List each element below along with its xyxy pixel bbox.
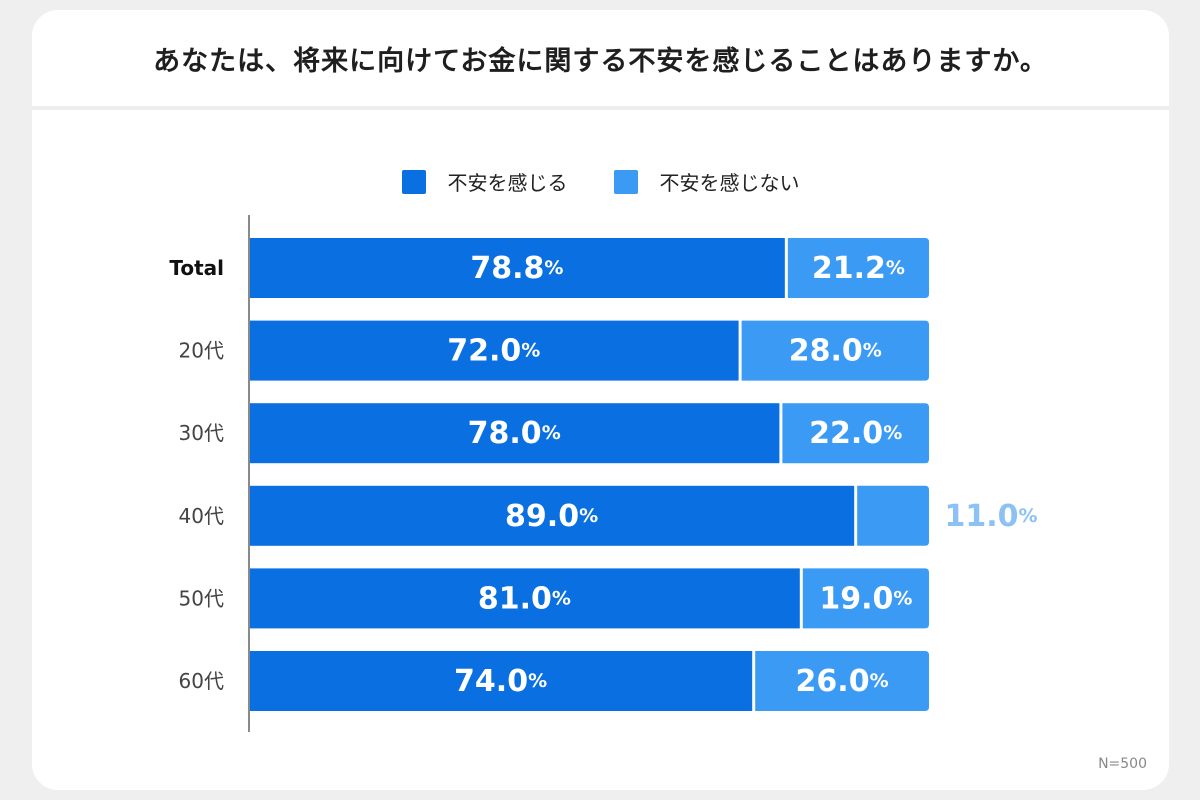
data-label-series1: 89.0% bbox=[505, 498, 598, 533]
bar-chart: Total 78.8% 21.2% 20代 72.0% 28.0% 30代 78.0% 22.0… bbox=[169, 215, 1038, 732]
bar-series1 bbox=[249, 568, 800, 629]
bar-series1 bbox=[249, 485, 855, 546]
bar-series2 bbox=[782, 403, 929, 464]
data-label-series2: 28.0% bbox=[789, 333, 882, 368]
bar-series2 bbox=[741, 320, 929, 381]
category-label: 60代 bbox=[179, 669, 224, 693]
data-label-series2: 21.2% bbox=[812, 251, 905, 286]
bar-series1 bbox=[249, 403, 780, 464]
bar-series2 bbox=[857, 485, 929, 546]
legend: 不安を感じる 不安を感じない bbox=[32, 167, 1169, 196]
legend-label-series1: 不安を感じる bbox=[447, 171, 568, 195]
title-bar: あなたは、将来に向けてお金に関する不安を感じることはありますか。 bbox=[32, 10, 1169, 110]
legend-swatch-series1 bbox=[401, 169, 426, 194]
legend-item-series2: 不安を感じない bbox=[613, 167, 800, 196]
sample-size-note: N=500 bbox=[1098, 756, 1147, 772]
bar-series1 bbox=[249, 238, 785, 298]
bar-series2 bbox=[755, 651, 929, 711]
data-label-series2: 26.0% bbox=[796, 664, 889, 699]
data-label-series1: 78.8% bbox=[470, 251, 563, 286]
data-label-series2: 11.0% bbox=[944, 498, 1037, 533]
data-label-series2: 22.0% bbox=[809, 416, 902, 451]
data-label-series1: 74.0% bbox=[454, 664, 547, 699]
category-label: Total bbox=[169, 256, 224, 280]
bar-series2 bbox=[787, 238, 929, 298]
category-label: 40代 bbox=[179, 504, 224, 528]
legend-label-series2: 不安を感じない bbox=[659, 171, 800, 195]
data-label-series2: 19.0% bbox=[819, 581, 912, 616]
bar-series1 bbox=[249, 320, 739, 381]
data-label-series1: 78.0% bbox=[468, 416, 561, 451]
chart-card: あなたは、将来に向けてお金に関する不安を感じることはありますか。 不安を感じる … bbox=[32, 10, 1169, 790]
category-label: 30代 bbox=[179, 421, 224, 445]
bar-series2 bbox=[802, 568, 929, 629]
bar-series1 bbox=[249, 651, 753, 711]
data-label-series1: 72.0% bbox=[447, 333, 540, 368]
category-label: 50代 bbox=[179, 586, 224, 610]
chart-title: あなたは、将来に向けてお金に関する不安を感じることはありますか。 bbox=[153, 45, 1048, 77]
category-label: 20代 bbox=[179, 339, 224, 363]
legend-item-series1: 不安を感じる bbox=[401, 167, 568, 196]
legend-swatch-series2 bbox=[613, 169, 638, 194]
data-label-series1: 81.0% bbox=[478, 581, 571, 616]
